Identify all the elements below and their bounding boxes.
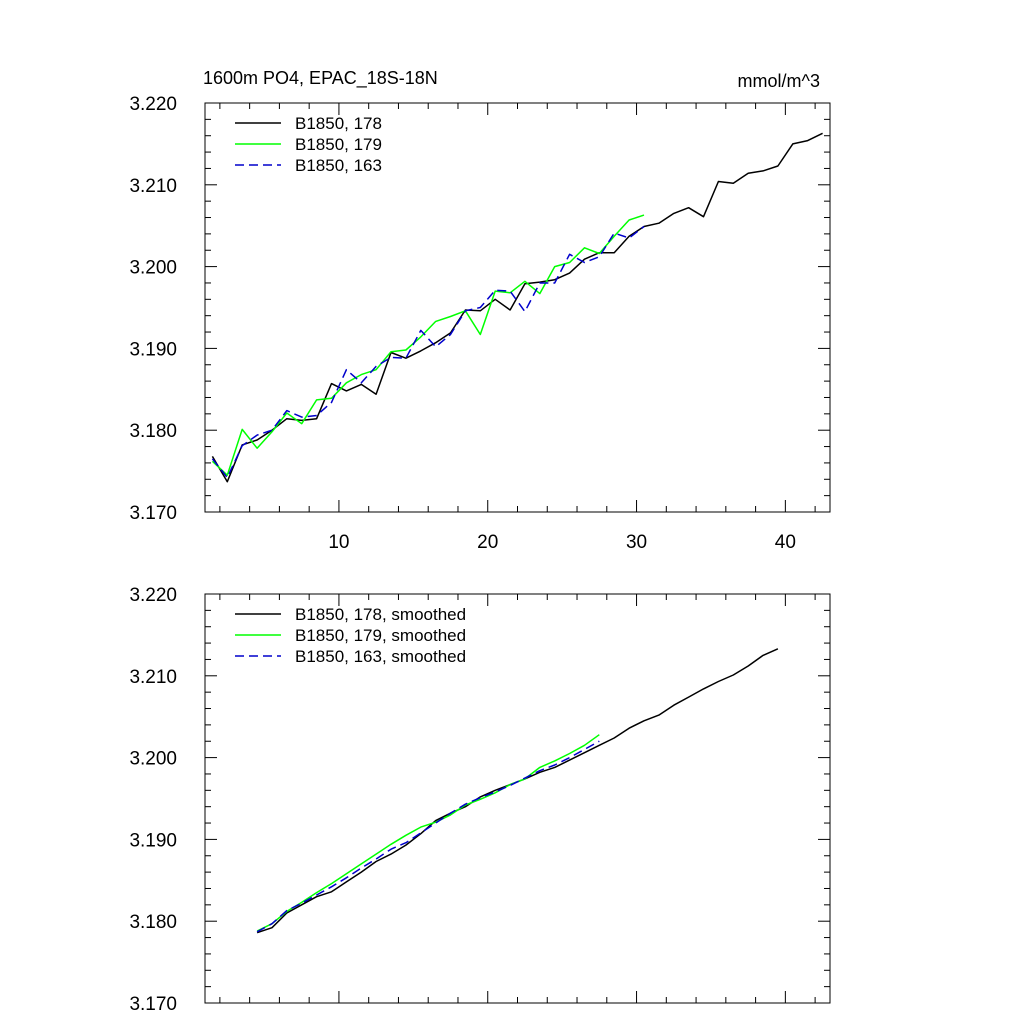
y-tick-label: 3.200 (129, 749, 177, 770)
series-line (211, 214, 645, 476)
x-tick-label: 20 (477, 532, 498, 553)
legend-label: B1850, 163 (295, 156, 382, 175)
x-tick-label: 30 (626, 532, 647, 553)
series-line (256, 648, 779, 934)
legend-label: B1850, 179, smoothed (295, 626, 466, 645)
top-panel-raw: 10 20 30 40 3.170 3.180 3.190 3.200 3.210 3.220 B1… (129, 94, 831, 553)
series-line (256, 740, 600, 933)
y-tick-label: 3.220 (129, 94, 177, 115)
bottom-panel-smoothed: 3.170 3.180 3.190 3.200 3.210 3.220 B1850, 178… (129, 585, 831, 1015)
y-tick-label: 3.180 (129, 912, 177, 933)
units-label: mmol/m^3 (738, 71, 820, 91)
series-line (211, 132, 823, 483)
legend-label: B1850, 178 (295, 114, 382, 133)
legend-label: B1850, 178, smoothed (295, 605, 466, 624)
legend-label: B1850, 179 (295, 135, 382, 154)
y-tick-label: 3.210 (129, 176, 177, 197)
y-tick-label: 3.210 (129, 667, 177, 688)
y-tick-label: 3.170 (129, 503, 177, 524)
series-line (256, 734, 600, 932)
y-tick-label: 3.180 (129, 421, 177, 442)
legend-label: B1850, 163, smoothed (295, 647, 466, 666)
x-tick-label: 40 (775, 532, 796, 553)
y-tick-label: 3.190 (129, 339, 177, 360)
x-tick-label: 10 (328, 532, 349, 553)
series-line (211, 225, 645, 479)
y-tick-label: 3.170 (129, 994, 177, 1015)
y-tick-label: 3.200 (129, 258, 177, 279)
y-tick-label: 3.190 (129, 830, 177, 851)
y-tick-label: 3.220 (129, 585, 177, 606)
chart-title: 1600m PO4, EPAC_18S-18N (203, 68, 438, 89)
